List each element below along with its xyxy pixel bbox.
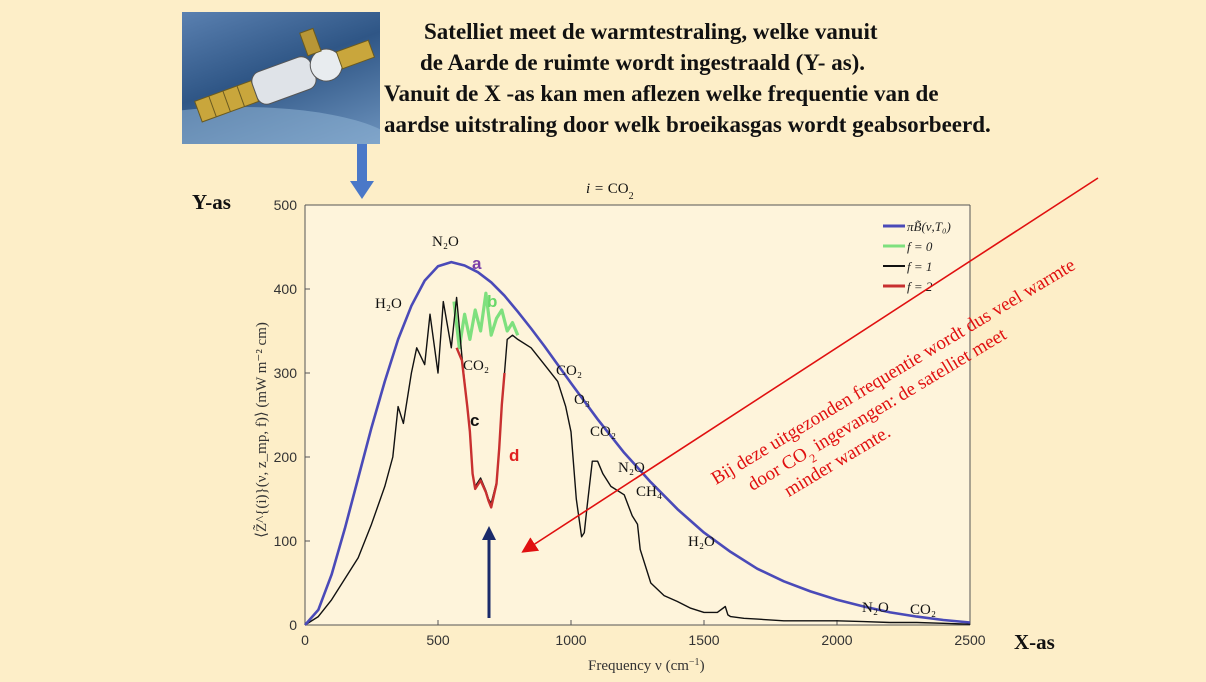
legend-label-planck: πB̃(ν,T₀) (907, 219, 951, 234)
chart-title: i = CO2 (586, 181, 634, 202)
x-axis-caption: X-as (1014, 630, 1055, 654)
annotation-h2o-right: H₂O (688, 534, 715, 550)
chart-title-main: CO (608, 181, 629, 197)
up-arrow (482, 526, 496, 618)
annotation-n2o-2100: N₂O (862, 600, 889, 616)
marker-d: d (509, 446, 519, 465)
annotation-co2-band: CO₂ (463, 358, 489, 374)
x-tick-label-5: 2500 (954, 632, 985, 648)
annotation-co2-1000: CO₂ (590, 424, 616, 440)
y-tick-label-0: 0 (289, 617, 297, 633)
y-axis-label: ⟨Z̃^{(i)}(ν, z_mp, f)⟩ (mW m⁻² cm) (253, 322, 270, 538)
chart-title-sub: 2 (629, 191, 634, 202)
satellite-photo (182, 12, 380, 144)
headline-line-2: de Aarde de ruimte wordt ingestraald (Y-… (420, 50, 866, 75)
legend-label-f2: f = 2 (907, 279, 933, 294)
legend-label-f1: f = 1 (907, 259, 932, 274)
marker-c: c (470, 411, 479, 430)
headline-line-1: Satelliet meet de warmtestraling, welke … (424, 19, 878, 44)
headline-line-3: Vanuit de X -as kan men aflezen welke fr… (384, 81, 939, 106)
red-arrow (521, 177, 1099, 553)
series-line-f0 (452, 291, 520, 350)
x-axis-label: Frequency ν (cm−1) (588, 657, 705, 675)
y-tick-label-2: 200 (274, 449, 298, 465)
x-tick-label-0: 0 (301, 632, 309, 648)
marker-b: b (487, 292, 497, 311)
plot-area (305, 205, 970, 625)
series-line-f2 (455, 347, 506, 509)
legend-label-f0: f = 0 (907, 239, 933, 254)
y-tick-label-1: 100 (274, 533, 298, 549)
headline-line-4: aardse uitstraling door welk broeikasgas… (384, 112, 991, 137)
series-line-f1 (304, 296, 971, 626)
annotation-ch4: CH₄ (636, 484, 662, 500)
x-tick-label-3: 1500 (688, 632, 719, 648)
marker-a: a (472, 254, 482, 273)
annotation-n2o-peak: N₂O (432, 234, 459, 250)
legend: πB̃(ν,T₀) f = 0 f = 1 f = 2 (883, 219, 951, 294)
y-tick-label-4: 400 (274, 281, 298, 297)
down-arrow (350, 144, 374, 199)
annotation-h2o-left: H₂O (375, 296, 402, 312)
headline-text: Satelliet meet de warmtestraling, welke … (384, 16, 1194, 140)
x-tick-label-2: 1000 (555, 632, 586, 648)
annotation-co2-2300: CO₂ (910, 602, 936, 618)
annotation-o3: O₃ (574, 392, 590, 408)
x-tick-label-1: 500 (426, 632, 450, 648)
annotation-n2o-1200: N₂O (618, 460, 645, 476)
series-layer (304, 260, 971, 626)
series-line-planck (304, 260, 971, 626)
annotation-co2-mid: CO₂ (556, 363, 582, 379)
y-axis-caption: Y-as (192, 190, 231, 214)
chart-title-prefix: i = (586, 181, 608, 197)
x-tick-label-4: 2000 (821, 632, 852, 648)
y-tick-label-3: 300 (274, 365, 298, 381)
axis-ticks: 0 500 1000 1500 2000 2500 0 100 200 300 400 500 (274, 197, 986, 648)
y-tick-label-5: 500 (274, 197, 298, 213)
